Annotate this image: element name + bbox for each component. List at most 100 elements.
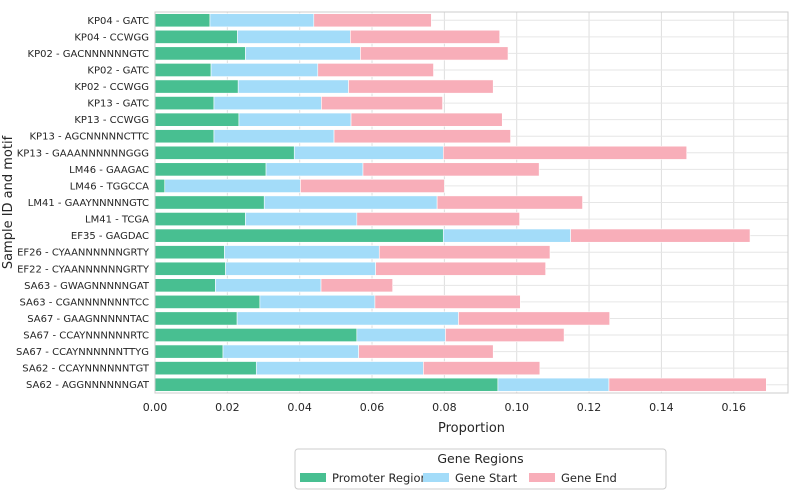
bar-segment-gene-end — [350, 29, 501, 44]
plot-frame — [154, 11, 789, 394]
bar-segment-gene-start — [209, 13, 315, 28]
bar-segment-promoter-region — [154, 311, 238, 326]
y-tick-label: KP13 - GAAANNNNNNGGG — [17, 148, 149, 159]
x-tick-label: 0.04 — [287, 401, 312, 414]
y-tick-label: EF22 - CYAANNNNNNGRTY — [17, 264, 150, 275]
y-tick-label: SA67 - CCAYNNNNNNRTC — [23, 331, 149, 342]
bar-segment-gene-end — [360, 46, 509, 61]
legend-swatch — [300, 473, 326, 482]
legend-title: Gene Regions — [437, 451, 523, 466]
bar-segment-gene-end — [458, 311, 610, 326]
bar-segment-gene-start — [245, 46, 361, 61]
y-axis-title: Sample ID and motif — [1, 135, 16, 269]
bar-segment-promoter-region — [154, 294, 261, 309]
legend-label: Gene Start — [455, 471, 518, 485]
bar-segment-gene-start — [245, 212, 358, 226]
bar-segment-gene-start — [238, 112, 352, 127]
x-tick-label: 0.14 — [649, 401, 674, 414]
bar-segment-promoter-region — [154, 344, 224, 359]
y-tick-label: EF35 - GAGDAC — [71, 231, 149, 242]
y-tick-label: LM41 - TCGA — [85, 215, 149, 226]
x-tick-label: 0.06 — [360, 401, 385, 414]
bar-segment-promoter-region — [154, 145, 295, 160]
y-tick-label: SA67 - CCAYNNNNNNTTYG — [16, 347, 149, 358]
x-tick-label: 0.12 — [577, 401, 602, 414]
bar-segment-promoter-region — [154, 377, 499, 392]
y-tick-label: KP13 - GATC — [87, 99, 149, 110]
bar-segment-gene-end — [333, 129, 511, 144]
y-tick-label: LM46 - TGGCCA — [70, 181, 149, 192]
bar-segment-promoter-region — [154, 212, 246, 226]
bar-segment-gene-end — [608, 377, 767, 392]
bar-segment-promoter-region — [154, 245, 225, 260]
y-tick-labels: KP04 - GATC KP04 - CCWGG KP02 - GACNNNNNNG… — [16, 16, 150, 391]
bar-segment-promoter-region — [154, 179, 166, 193]
bar-segment-gene-start — [215, 278, 322, 293]
bar-segment-promoter-region — [154, 228, 444, 243]
bar-segment-gene-start — [293, 145, 444, 160]
bar-segment-promoter-region — [154, 112, 240, 127]
bar-segment-gene-start — [442, 228, 571, 243]
legend-box — [294, 448, 667, 490]
bar-segment-gene-end — [570, 228, 751, 243]
bar-segment-gene-end — [445, 328, 565, 342]
legend: Gene Regions Promoter Region Gene Start Ge… — [294, 448, 667, 490]
bar-segment-gene-start — [237, 29, 351, 44]
x-tick-label: 0.10 — [504, 401, 529, 414]
bar-segment-gene-start — [237, 79, 349, 94]
legend-label: Promoter Region — [332, 471, 428, 485]
bars-layer — [154, 13, 767, 392]
bar-segment-gene-start — [255, 361, 424, 376]
bar-segment-promoter-region — [154, 361, 257, 376]
x-tick-label: 0.02 — [215, 401, 240, 414]
legend-swatch — [529, 473, 555, 482]
bar-segment-gene-start — [225, 261, 376, 276]
bar-segment-promoter-region — [154, 96, 215, 111]
bar-segment-promoter-region — [154, 79, 239, 94]
bar-segment-gene-end — [313, 13, 432, 28]
bar-segment-promoter-region — [154, 261, 226, 276]
bar-segment-gene-end — [350, 112, 503, 127]
legend-label: Gene End — [561, 471, 617, 485]
bar-segment-gene-start — [236, 311, 459, 326]
x-axis-title: Proportion — [438, 421, 505, 436]
x-tick-label: 0.00 — [143, 401, 168, 414]
bar-segment-gene-end — [436, 195, 583, 210]
y-tick-label: EF26 - CYAANNNNNNGRTY — [17, 248, 150, 259]
bar-segment-gene-start — [497, 377, 610, 392]
y-tick-label: SA67 - GAAGNNNNNTAC — [27, 314, 149, 325]
legend-items: Promoter Region Gene Start Gene End — [300, 471, 617, 485]
bar-segment-gene-start — [213, 129, 335, 144]
y-tick-label: LM46 - GAAGAC — [69, 165, 149, 176]
x-tick-label: 0.16 — [721, 401, 746, 414]
bar-segment-gene-start — [356, 328, 446, 342]
bar-segment-gene-end — [374, 294, 521, 309]
bar-segment-gene-start — [224, 245, 380, 260]
bar-segment-gene-end — [348, 79, 494, 94]
bar-segment-gene-start — [210, 63, 319, 77]
y-tick-label: KP04 - GATC — [87, 16, 149, 27]
bar-segment-gene-start — [164, 179, 301, 193]
y-tick-label: SA62 - AGGNNNNNNGAT — [26, 380, 150, 391]
y-tick-label: KP13 - AGCNNNNNCTTC — [30, 132, 150, 143]
bar-segment-promoter-region — [154, 195, 265, 210]
bar-segment-promoter-region — [154, 328, 358, 342]
bar-segment-gene-end — [300, 179, 445, 193]
bar-segment-gene-end — [362, 162, 540, 177]
bar-segment-gene-start — [263, 195, 438, 210]
bar-segment-gene-end — [442, 145, 688, 160]
bar-segment-promoter-region — [154, 29, 238, 44]
bar-segment-gene-end — [320, 278, 393, 293]
y-tick-label: KP04 - CCWGG — [74, 32, 149, 43]
bar-segment-gene-start — [222, 344, 359, 359]
bar-segment-gene-end — [358, 344, 494, 359]
bar-segment-gene-start — [259, 294, 376, 309]
bar-segment-gene-end — [423, 361, 541, 376]
y-tick-label: KP02 - CCWGG — [74, 82, 149, 93]
bar-segment-gene-start — [265, 162, 364, 177]
bar-segment-promoter-region — [154, 13, 211, 28]
bar-segment-gene-end — [375, 261, 546, 276]
bar-segment-gene-start — [213, 96, 322, 111]
bar-segment-promoter-region — [154, 162, 267, 177]
